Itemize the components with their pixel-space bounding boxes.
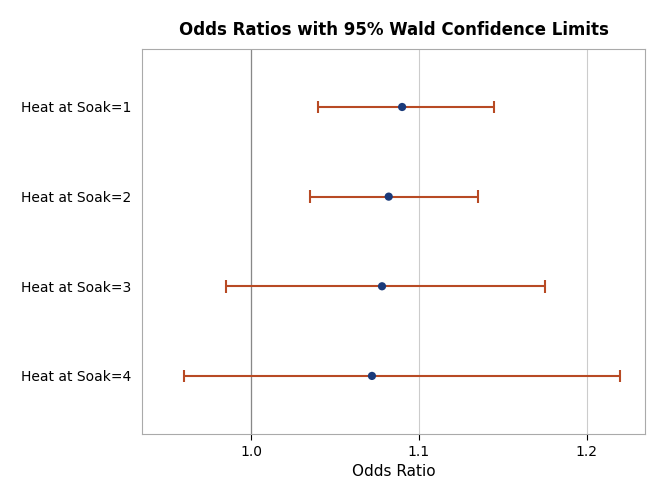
X-axis label: Odds Ratio: Odds Ratio (352, 464, 436, 479)
Point (397, 103, 408, 111)
Point (366, 372, 377, 380)
Point (384, 192, 394, 200)
Title: Odds Ratios with 95% Wald Confidence Limits: Odds Ratios with 95% Wald Confidence Lim… (178, 21, 609, 39)
Point (377, 282, 388, 290)
